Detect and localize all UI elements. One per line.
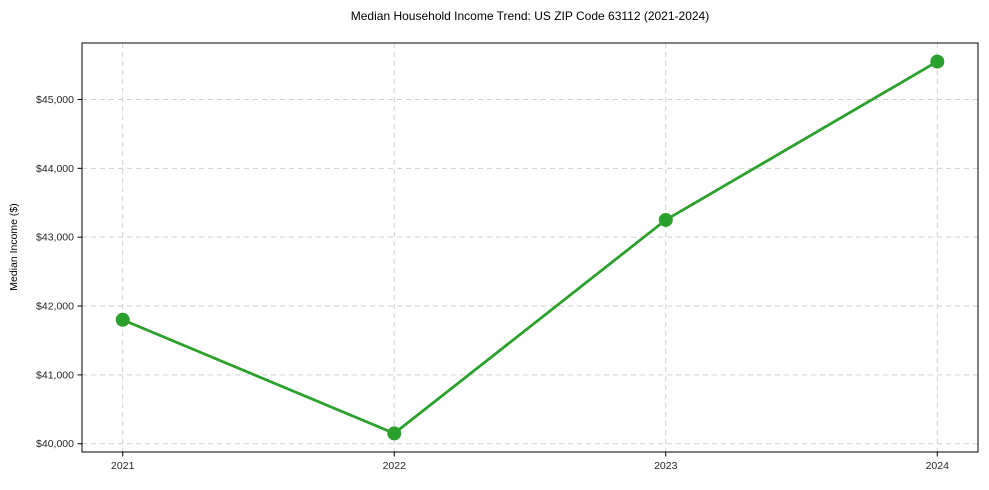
y-tick-label: $41,000 <box>36 369 74 381</box>
x-tick-label: 2022 <box>383 460 407 472</box>
x-tick-label: 2023 <box>654 460 678 472</box>
y-tick-label: $44,000 <box>36 163 74 175</box>
income-trend-line <box>121 60 939 435</box>
data-point-marker <box>115 312 130 327</box>
y-tick-label: $42,000 <box>36 301 74 313</box>
chart-title: Median Household Income Trend: US ZIP Co… <box>350 9 710 23</box>
x-tick-label: 2021 <box>111 460 135 472</box>
y-tick-label: $40,000 <box>36 438 74 450</box>
y-tick-label: $43,000 <box>36 232 74 244</box>
plot-border <box>81 42 979 453</box>
data-point-marker <box>658 212 673 227</box>
x-tick-label: 2024 <box>926 460 950 472</box>
data-point-marker <box>930 54 945 69</box>
y-tick-label: $45,000 <box>36 94 74 106</box>
data-point-marker <box>387 426 402 441</box>
